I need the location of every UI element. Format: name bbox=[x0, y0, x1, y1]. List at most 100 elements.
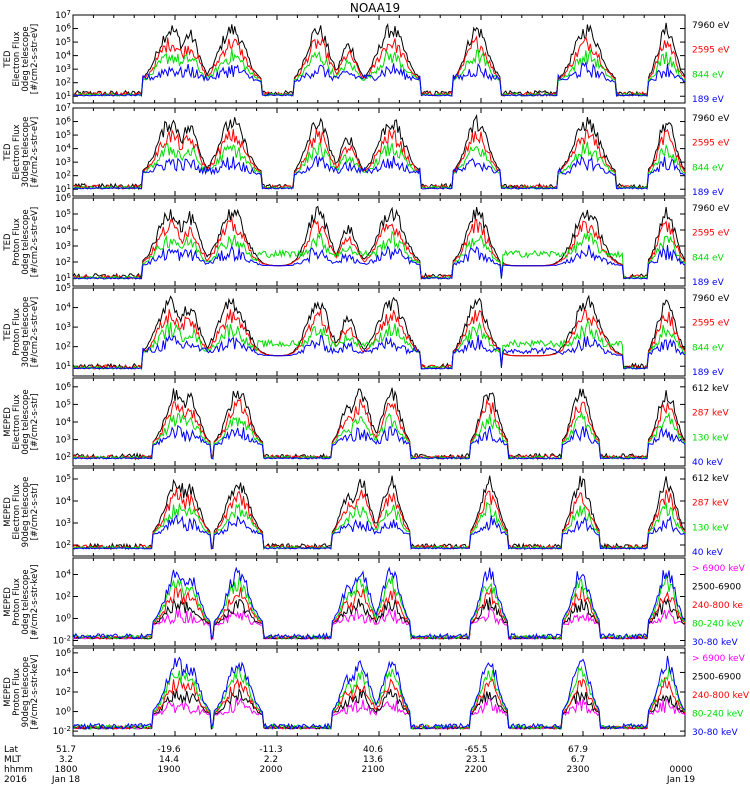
legend-entry: 2500-6900 bbox=[692, 673, 741, 683]
series-trace bbox=[72, 309, 686, 371]
y-tick-label: 103 bbox=[55, 434, 71, 446]
series-trace bbox=[72, 677, 686, 730]
footer-cell-hhmm: 2000 bbox=[260, 765, 283, 775]
legend-entry: 844 eV bbox=[692, 343, 725, 353]
footer-row-label: MLT bbox=[4, 755, 22, 765]
y-axis-label: [#/cm2-s-str] bbox=[30, 394, 40, 451]
y-axis-label: TED bbox=[3, 143, 13, 162]
legend-entry: 844 eV bbox=[692, 253, 725, 263]
y-axis-label: Proton Flux bbox=[12, 578, 22, 626]
panel-8: 10-2 100 102 104 106 MEPED Proton Flux 90deg te… bbox=[3, 647, 750, 738]
page-title: NOAA19 bbox=[349, 1, 401, 15]
y-axis-label: [#/cm2-s-str] bbox=[30, 484, 40, 541]
series-trace bbox=[72, 665, 686, 731]
legend-entry: 7960 eV bbox=[692, 204, 730, 214]
y-axis-label: 30deg telescope bbox=[21, 117, 31, 188]
y-axis-label: [#/cm2-s-str-eV] bbox=[30, 117, 40, 187]
y-tick-label: 102 bbox=[55, 591, 71, 603]
y-axis-label: [#/cm2-s-str-eV] bbox=[30, 24, 40, 94]
y-tick-label: 103 bbox=[55, 321, 71, 333]
footer-row-label: hhmm bbox=[4, 765, 33, 775]
footer-cell-hhmm: 1800 bbox=[55, 765, 78, 775]
y-tick-label: 104 bbox=[55, 50, 71, 62]
series-trace bbox=[72, 35, 686, 98]
series-trace bbox=[72, 205, 686, 281]
y-tick-label: 10-2 bbox=[53, 635, 71, 647]
footer-cell-mlt: 14.4 bbox=[159, 755, 179, 765]
footer-cell-lat: -19.6 bbox=[157, 745, 181, 755]
y-tick-label: 102 bbox=[55, 77, 71, 89]
legend-entry: 612 keV bbox=[692, 474, 729, 484]
footer-cell-hhmm: 2100 bbox=[362, 765, 385, 775]
series-trace bbox=[72, 334, 686, 370]
y-tick-label: 106 bbox=[55, 192, 71, 204]
legend-entry: 2595 eV bbox=[692, 46, 730, 56]
panel-7: 10-2 100 102 104 MEPED Proton Flux 0deg telesc… bbox=[3, 557, 746, 648]
y-axis-label: Electron Flux bbox=[12, 484, 22, 539]
y-tick-label: 103 bbox=[55, 63, 71, 75]
y-tick-label: 106 bbox=[55, 116, 71, 128]
footer-cell-hhmm: 1900 bbox=[158, 765, 181, 775]
legend-entry: 287 keV bbox=[692, 499, 729, 509]
y-tick-label: 101 bbox=[55, 90, 71, 102]
y-tick-label: 104 bbox=[55, 416, 71, 428]
legend-entry: 7960 eV bbox=[692, 21, 730, 31]
y-tick-label: 105 bbox=[55, 282, 71, 294]
y-axis-label: 90deg telescope bbox=[21, 657, 31, 728]
legend-entry: 7960 eV bbox=[692, 294, 730, 304]
series-trace bbox=[72, 113, 686, 191]
y-axis-label: TED bbox=[3, 50, 13, 69]
panel-6: 102 103 104 105 MEPED Electron Flux 90deg tele… bbox=[3, 467, 729, 558]
y-axis-label: 0deg telescope bbox=[21, 569, 31, 634]
y-tick-label: 104 bbox=[55, 666, 71, 678]
legend-entry: 189 eV bbox=[692, 368, 725, 378]
legend-entry: 30-80 keV bbox=[692, 728, 738, 738]
legend-entry: 189 eV bbox=[692, 95, 725, 105]
y-tick-label: 100 bbox=[55, 706, 71, 718]
footer-cell-lat: -11.3 bbox=[259, 745, 282, 755]
y-tick-label: 100 bbox=[55, 613, 71, 625]
footer-cell-mlt: 23.1 bbox=[466, 755, 486, 765]
series-trace bbox=[72, 128, 686, 191]
legend-entry: 40 keV bbox=[692, 458, 724, 468]
legend-entry: 2595 eV bbox=[692, 139, 730, 149]
footer-cell-mlt: 6.7 bbox=[571, 755, 585, 765]
footer-cell-mlt: 13.6 bbox=[363, 755, 383, 765]
legend-entry: 30-80 keV bbox=[692, 638, 738, 648]
y-axis-label: MEPED bbox=[3, 677, 13, 707]
series-trace bbox=[72, 22, 686, 98]
y-axis-label: 0deg telescope bbox=[21, 389, 31, 454]
legend-entry: 240-800 keV bbox=[692, 691, 750, 701]
footer-cell-hhmm: 0000 bbox=[670, 765, 693, 775]
footer-cell-lat: 67.9 bbox=[568, 745, 588, 755]
y-tick-label: 101 bbox=[55, 183, 71, 195]
y-tick-label: 104 bbox=[55, 495, 71, 507]
footer-row-label: 2016 bbox=[4, 775, 27, 785]
y-axis-label: [#/cm2-s-str-keV] bbox=[30, 655, 40, 730]
panel-frame bbox=[72, 14, 686, 104]
legend-entry: > 6900 keV bbox=[692, 654, 746, 664]
y-tick-label: 104 bbox=[55, 143, 71, 155]
series-trace bbox=[72, 48, 686, 97]
y-tick-label: 105 bbox=[55, 473, 71, 485]
footer-cell-date: Jan 18 bbox=[51, 775, 80, 785]
series-trace bbox=[72, 321, 686, 370]
y-tick-label: 105 bbox=[55, 129, 71, 141]
series-trace bbox=[72, 488, 686, 551]
legend-entry: 80-240 keV bbox=[692, 620, 744, 630]
panel-4: 101 102 103 104 105 TED Proton Flux 30deg teles… bbox=[3, 282, 730, 378]
y-axis-label: [#/cm2-s-str-eV] bbox=[30, 207, 40, 277]
series-trace bbox=[72, 230, 686, 280]
y-tick-label: 102 bbox=[55, 341, 71, 353]
footer-cell-date: Jan 19 bbox=[666, 775, 695, 785]
y-tick-label: 107 bbox=[55, 102, 71, 114]
y-tick-label: 102 bbox=[55, 686, 71, 698]
legend-entry: 612 keV bbox=[692, 384, 729, 394]
series-trace bbox=[72, 141, 685, 190]
y-tick-label: 105 bbox=[55, 36, 71, 48]
y-axis-label: 90deg telescope bbox=[21, 477, 31, 548]
legend-entry: 844 eV bbox=[692, 163, 725, 173]
